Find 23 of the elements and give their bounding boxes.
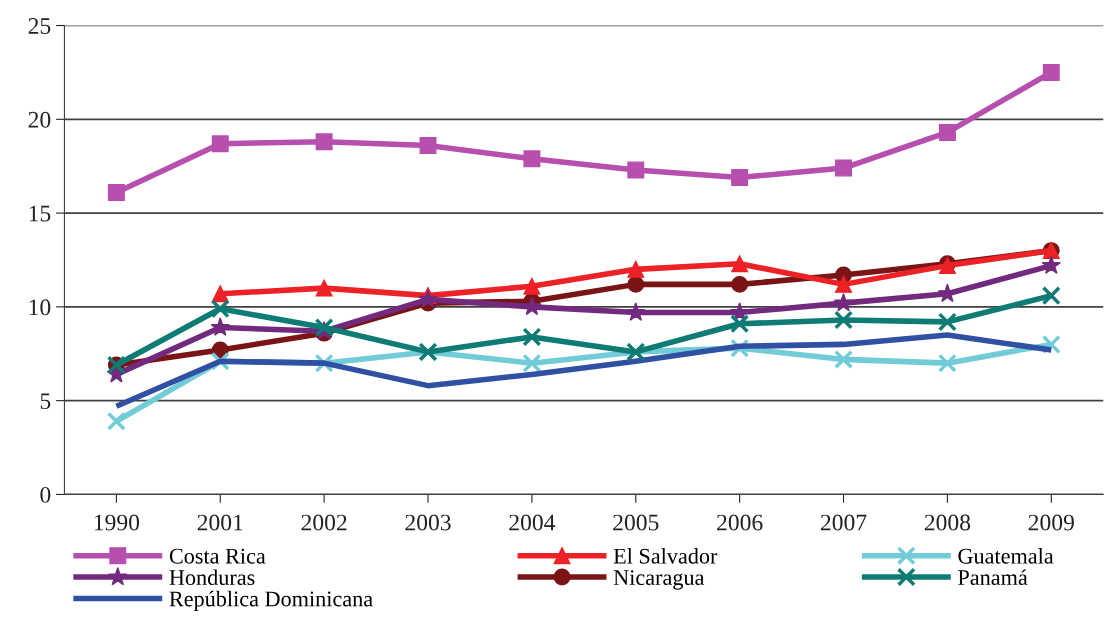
x-tick-label: 2005 [613, 514, 659, 531]
x-tick-label: 2006 [717, 514, 763, 531]
x-tick-label: 2007 [820, 514, 867, 531]
x-tick-label: 2008 [924, 514, 971, 531]
x-tick-label: 2002 [301, 514, 347, 531]
legend-label: Costa Rica [169, 548, 266, 564]
legend-label: Guatemala [958, 548, 1054, 564]
y-tick-label: 5 [40, 393, 51, 410]
y-tick-label: 25 [28, 18, 51, 34]
x-tick-label: 1990 [94, 514, 140, 531]
x-tick-label: 2009 [1028, 514, 1074, 531]
y-tick-label: 15 [29, 205, 51, 222]
y-tick-label: 10 [29, 299, 51, 316]
legend-label: Honduras [169, 569, 255, 586]
x-tick-label: 2003 [405, 514, 451, 531]
legend-label: República Dominicana [169, 590, 373, 611]
legend-label: Nicaragua [613, 570, 705, 590]
y-tick-label: 20 [28, 111, 51, 128]
x-tick-label: 2001 [197, 514, 243, 531]
x-tick-label: 2004 [509, 514, 556, 531]
legend-label: El Salvador [613, 548, 718, 564]
y-tick-label: 0 [40, 486, 51, 503]
legend-label: Panamá [958, 569, 1028, 586]
